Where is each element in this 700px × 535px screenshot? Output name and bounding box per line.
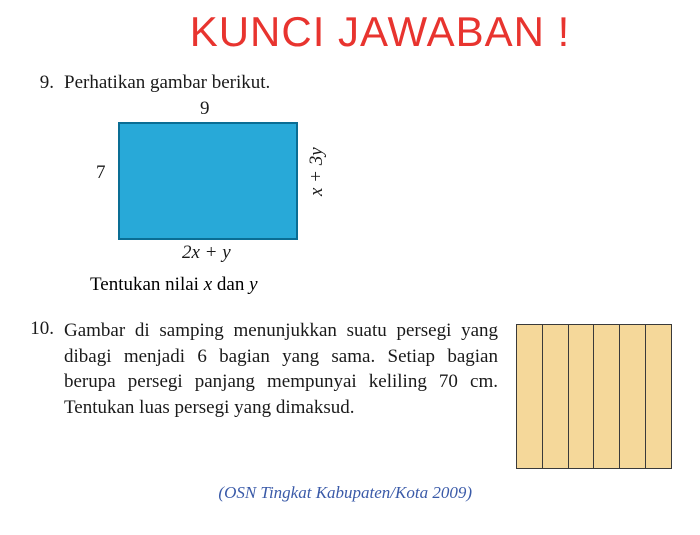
square-strip xyxy=(646,325,671,468)
q9-subquestion: Tentukan nilai x dan y xyxy=(90,274,672,296)
rectangle-shape xyxy=(118,122,298,240)
q10-text: Gambar di samping menunjukkan suatu pers… xyxy=(64,318,498,421)
square-strip xyxy=(517,325,543,468)
q10-source: (OSN Tingkat Kabupaten/Kota 2009) xyxy=(90,483,672,503)
q10-line: 10. Gambar di samping menunjukkan suatu … xyxy=(28,318,672,469)
rect-label-right: x + 3y xyxy=(306,147,328,196)
page-title-container: KUNCI JAWABAN ! xyxy=(0,0,700,56)
question-10: 10. Gambar di samping menunjukkan suatu … xyxy=(0,318,700,503)
rect-label-bottom: 2x + y xyxy=(182,242,231,264)
rect-label-top: 9 xyxy=(200,98,210,120)
square-strip xyxy=(543,325,569,468)
square-strip xyxy=(620,325,646,468)
square-strip xyxy=(569,325,595,468)
rect-label-left: 7 xyxy=(96,162,106,184)
q9-prompt: Perhatikan gambar berikut. xyxy=(64,72,672,94)
q10-number: 10. xyxy=(28,318,54,469)
q9-line: 9. Perhatikan gambar berikut. xyxy=(28,72,672,94)
square-strip xyxy=(594,325,620,468)
q9-number: 9. xyxy=(28,72,54,94)
q9-rectangle-figure: 9 7 x + 3y 2x + y xyxy=(90,100,330,260)
question-9: 9. Perhatikan gambar berikut. 9 7 x + 3y… xyxy=(0,72,700,296)
page-title: KUNCI JAWABAN ! xyxy=(190,8,571,55)
q10-square-figure xyxy=(516,324,672,469)
